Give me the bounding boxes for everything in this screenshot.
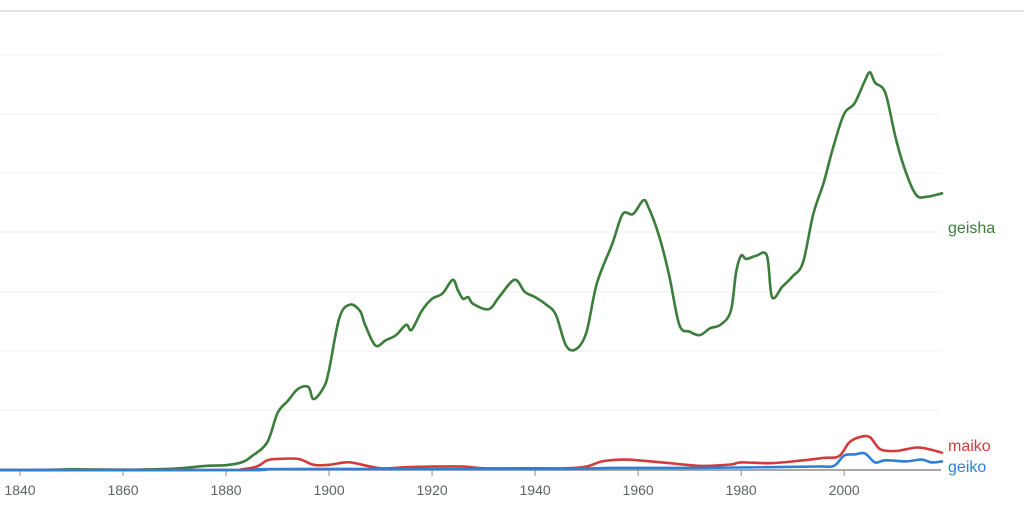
series-lines [0,71,944,472]
x-tick-label: 1920 [417,482,448,498]
series-label-geiko: geiko [948,459,986,476]
series-labels: geisha maiko geiko [948,220,995,476]
grid-lines [0,54,941,411]
series-label-geisha: geisha [948,220,995,237]
series-line-geisha[interactable] [0,71,944,472]
x-tick-label: 2000 [829,482,860,498]
x-tick-label: 1860 [107,482,138,498]
series-line-maiko[interactable] [0,434,944,472]
x-tick-label: 1960 [623,482,654,498]
series-label-maiko: maiko [948,438,991,455]
x-tick-label: 1880 [210,482,241,498]
series-line-geiko[interactable] [0,451,944,472]
x-tick-label: 1980 [726,482,757,498]
x-tick-label: 1940 [520,482,551,498]
x-tick-label: 1840 [4,482,35,498]
x-tick-label: 1900 [313,482,344,498]
x-axis-ticks: 1840 1860 1880 1900 1920 1940 1960 1980 2000 [4,470,860,498]
